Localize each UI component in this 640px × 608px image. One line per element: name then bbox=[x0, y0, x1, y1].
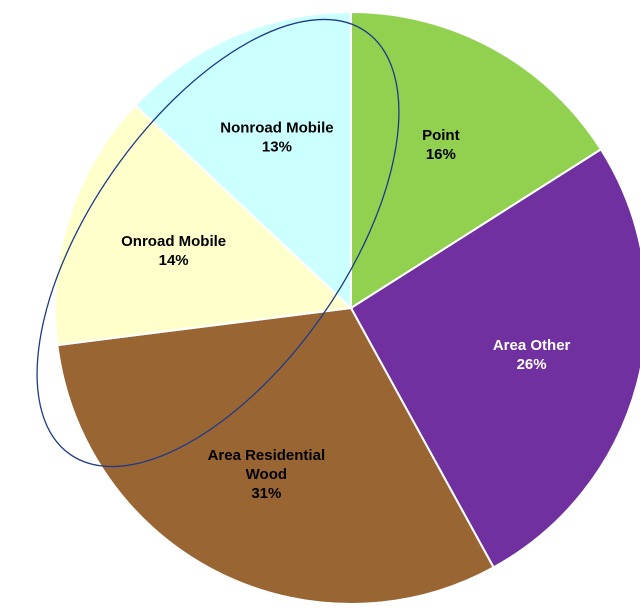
pie-percent-area-residential-wood: 31% bbox=[251, 485, 281, 502]
pie-slice-point bbox=[350, 10, 603, 310]
pie-percent-point: 16% bbox=[426, 146, 456, 163]
pie-slices bbox=[54, 10, 640, 605]
pie-label-area-residential-wood: Area Residential bbox=[208, 447, 326, 464]
pie-slice-nonroad-mobile bbox=[133, 10, 352, 311]
annotation-ellipse bbox=[36, 18, 400, 468]
pie-label-area-other: Area Other bbox=[493, 337, 571, 354]
pie-percent-nonroad-mobile: 13% bbox=[262, 138, 292, 155]
pie-label-area-residential-wood: Wood bbox=[246, 466, 287, 483]
pie-label-onroad-mobile: Onroad Mobile bbox=[121, 233, 226, 250]
pie-label-point: Point bbox=[422, 127, 460, 144]
pie-slice-area-residential-wood bbox=[56, 306, 495, 605]
pie-slice-area-other bbox=[349, 148, 640, 569]
pie-percent-onroad-mobile: 14% bbox=[159, 252, 189, 269]
pie-percent-area-other: 26% bbox=[517, 356, 547, 373]
pie-labels: Point 16% Area Other 26% Area Residential Woo… bbox=[121, 119, 570, 502]
pie-label-nonroad-mobile: Nonroad Mobile bbox=[220, 119, 333, 136]
pie-slice-onroad-mobile bbox=[54, 103, 354, 347]
